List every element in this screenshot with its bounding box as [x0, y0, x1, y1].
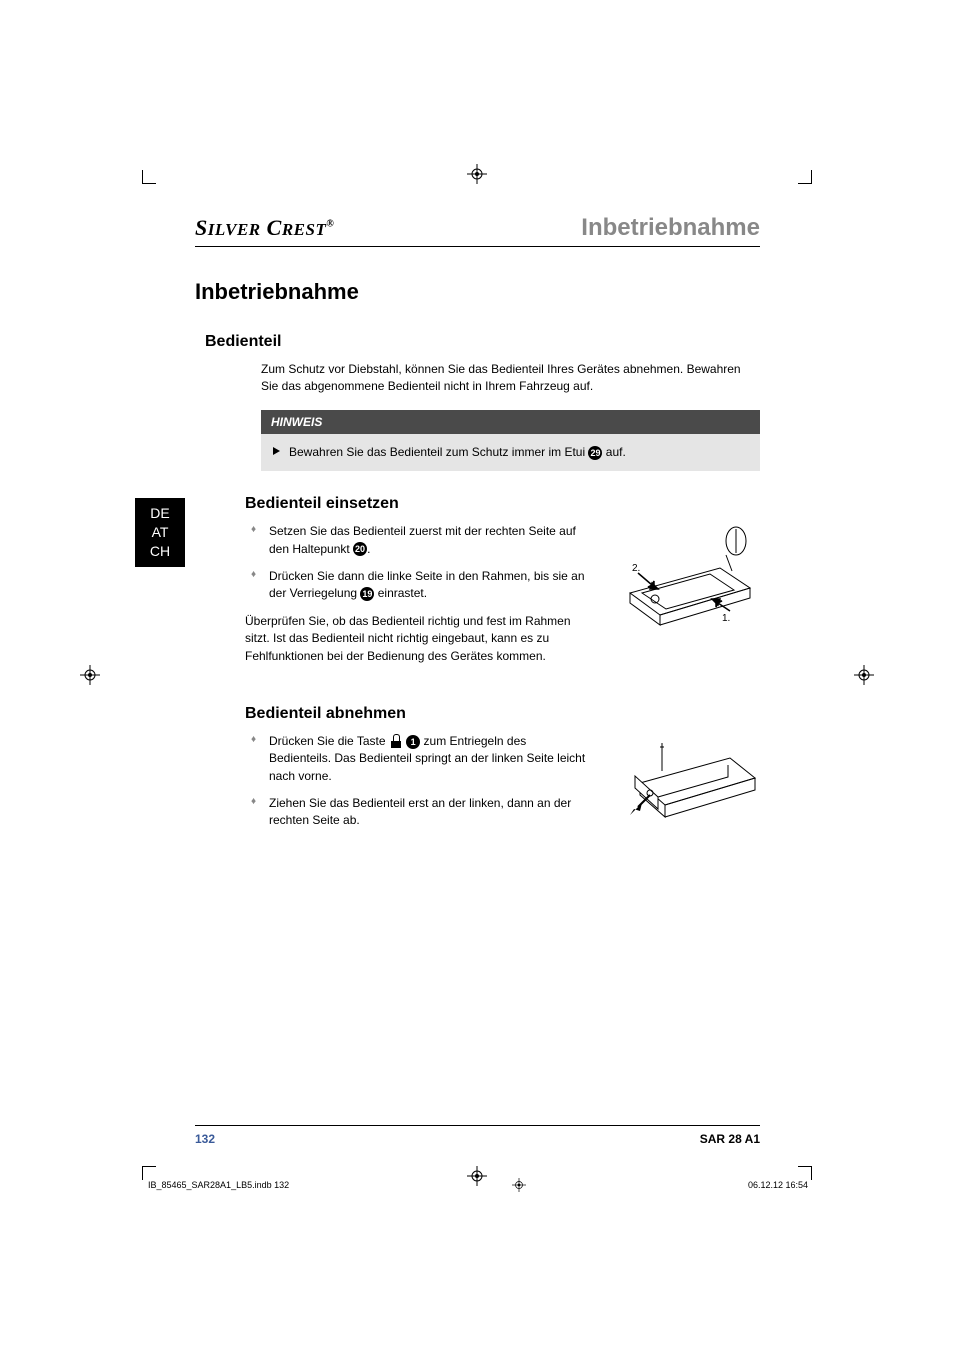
abnehmen-row: Drücken Sie die Taste 1 zum Entriegeln d… — [245, 733, 760, 840]
page: DE AT CH SILVER CREST® Inbetriebnahme In… — [0, 0, 954, 1350]
crop-mark — [142, 170, 156, 184]
language-tab: DE AT CH — [135, 498, 185, 567]
intro-block: Zum Schutz vor Diebstahl, können Sie das… — [261, 361, 760, 396]
crop-mark — [798, 170, 812, 184]
list-item: Ziehen Sie das Bedienteil erst an der li… — [245, 795, 590, 830]
page-footer: 132 SAR 28 A1 — [195, 1125, 760, 1146]
model-number: SAR 28 A1 — [700, 1132, 760, 1146]
lang-ch: CH — [135, 542, 185, 561]
notice-body: Bewahren Sie das Bedienteil zum Schutz i… — [261, 434, 760, 471]
fig-label-2: 2. — [632, 563, 640, 574]
einsetzen-list: Setzen Sie das Bedienteil zuerst mit der… — [245, 523, 590, 603]
imprint-timestamp: 06.12.12 16:54 — [748, 1180, 808, 1190]
figure-abnehmen — [610, 733, 760, 838]
figure-einsetzen: 2. 1. — [610, 523, 760, 638]
subheading-bedienteil: Bedienteil — [205, 333, 760, 351]
subheading-einsetzen: Bedienteil einsetzen — [245, 495, 760, 513]
imprint-row: IB_85465_SAR28A1_LB5.indb 132 06.12.12 1… — [148, 1178, 808, 1192]
lock-icon — [389, 736, 403, 748]
lang-at: AT — [135, 523, 185, 542]
content-area: SILVER CREST® Inbetriebnahme Inbetriebna… — [195, 214, 760, 880]
notice-header: HINWEIS — [261, 410, 760, 434]
followup-text: Überprüfen Sie, ob das Bedienteil richti… — [245, 613, 590, 665]
triangle-bullet-icon — [273, 447, 280, 455]
brand-logo: SILVER CREST® — [195, 215, 334, 241]
insert-panel-illustration: 2. 1. — [610, 523, 760, 633]
registration-mark-icon — [80, 665, 100, 685]
lang-de: DE — [135, 504, 185, 523]
list-item: Drücken Sie dann die linke Seite in den … — [245, 568, 590, 603]
intro-text: Zum Schutz vor Diebstahl, können Sie das… — [261, 361, 760, 396]
ref-20: 20 — [353, 542, 367, 556]
notice-text-pre: Bewahren Sie das Bedienteil zum Schutz i… — [289, 445, 588, 459]
ref-19: 19 — [360, 587, 374, 601]
subheading-abnehmen: Bedienteil abnehmen — [245, 705, 760, 723]
registration-mark-icon — [854, 665, 874, 685]
header-section-title: Inbetriebnahme — [581, 214, 760, 242]
list-item: Drücken Sie die Taste 1 zum Entriegeln d… — [245, 733, 590, 785]
einsetzen-text: Setzen Sie das Bedienteil zuerst mit der… — [245, 523, 590, 665]
registration-mark-icon — [467, 164, 487, 184]
fig-label-1: 1. — [722, 613, 730, 624]
notice-text-post: auf. — [602, 445, 625, 459]
notice-box: HINWEIS Bewahren Sie das Bedienteil zum … — [261, 410, 760, 471]
ref-1: 1 — [406, 735, 420, 749]
page-number: 132 — [195, 1132, 215, 1146]
imprint-filename: IB_85465_SAR28A1_LB5.indb 132 — [148, 1180, 289, 1190]
registration-mark-icon — [512, 1178, 526, 1192]
einsetzen-row: Setzen Sie das Bedienteil zuerst mit der… — [245, 523, 760, 665]
abnehmen-list: Drücken Sie die Taste 1 zum Entriegeln d… — [245, 733, 590, 830]
page-title: Inbetriebnahme — [195, 279, 760, 305]
list-item: Setzen Sie das Bedienteil zuerst mit der… — [245, 523, 590, 558]
ref-29: 29 — [588, 446, 602, 460]
remove-panel-illustration — [610, 733, 760, 833]
running-header: SILVER CREST® Inbetriebnahme — [195, 214, 760, 247]
abnehmen-text: Drücken Sie die Taste 1 zum Entriegeln d… — [245, 733, 590, 840]
